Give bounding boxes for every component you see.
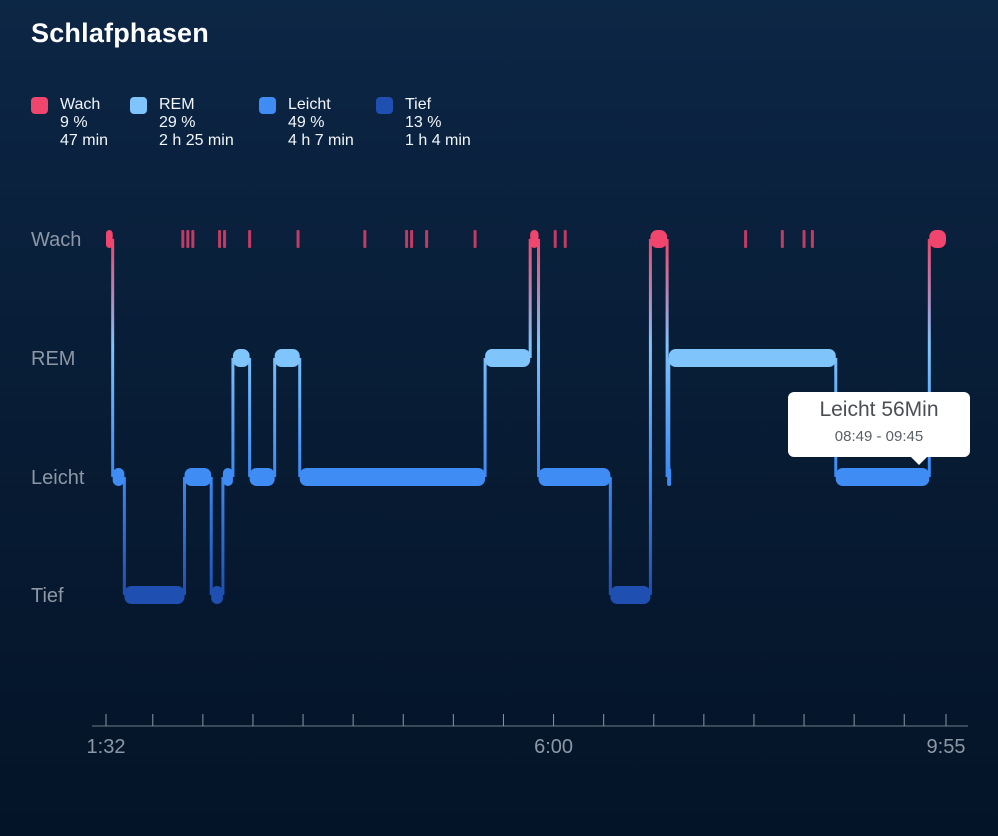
tooltip-time: 08:49 - 09:45	[834, 428, 924, 445]
wake-tick	[802, 230, 806, 248]
wake-tick	[248, 230, 252, 248]
stage-segment	[299, 468, 486, 486]
stage-transition	[667, 358, 671, 477]
wake-tick	[405, 230, 409, 248]
legend-percent: 13 %	[405, 114, 442, 131]
y-level-label: Leicht	[31, 467, 85, 489]
legend-percent: 29 %	[159, 114, 196, 131]
x-tick-label: 1:32	[87, 736, 126, 758]
wake-tick	[810, 230, 814, 248]
legend-duration: 1 h 4 min	[405, 132, 471, 149]
x-tick-label: 9:55	[927, 736, 966, 758]
wake-tick	[553, 230, 557, 248]
wake-tick	[410, 230, 414, 248]
stage-segment	[650, 230, 668, 248]
stage-transition	[665, 239, 669, 477]
stage-transition	[182, 477, 186, 595]
stage-segment	[211, 586, 223, 604]
stage-segment	[667, 468, 672, 486]
legend-swatch-leicht	[259, 97, 276, 114]
wake-tick	[223, 230, 227, 248]
wake-tick	[191, 230, 195, 248]
segment-tooltip: Leicht 56Min 08:49 - 09:45	[788, 392, 970, 465]
stage-transition	[298, 358, 302, 477]
wake-tick	[186, 230, 190, 248]
stage-transition	[231, 358, 235, 477]
stage-transition	[111, 239, 115, 477]
stage-segment	[929, 230, 946, 248]
stage-segment	[530, 230, 539, 248]
legend-duration: 2 h 25 min	[159, 132, 234, 149]
stage-segment	[232, 349, 250, 367]
stage-transition	[122, 477, 126, 595]
legend-percent: 49 %	[288, 114, 325, 131]
stage-transition	[528, 239, 532, 358]
legend-duration: 4 h 7 min	[288, 132, 354, 149]
legend-label: REM	[159, 96, 195, 113]
legend-percent: 9 %	[60, 114, 88, 131]
legend-swatch-rem	[130, 97, 147, 114]
stage-transition	[648, 239, 652, 595]
x-tick-label: 6:00	[534, 736, 573, 758]
legend-swatch-tief	[376, 97, 393, 114]
chart-title: Schlafphasen	[31, 18, 209, 48]
wake-tick	[473, 230, 477, 248]
y-level-label: Tief	[31, 585, 64, 607]
stage-transition	[248, 358, 252, 477]
stage-transition	[608, 477, 612, 595]
stage-segment	[835, 468, 930, 486]
stage-segment	[610, 586, 651, 604]
wake-tick	[425, 230, 429, 248]
legend-label: Leicht	[288, 96, 331, 113]
stage-transition	[209, 477, 213, 595]
wake-tick	[780, 230, 784, 248]
stage-segment	[538, 468, 611, 486]
legend-duration: 47 min	[60, 132, 109, 149]
wake-tick	[744, 230, 748, 248]
wake-tick	[563, 230, 567, 248]
y-level-label: Wach	[31, 229, 81, 251]
wake-tick	[218, 230, 222, 248]
stage-segment	[184, 468, 212, 486]
wake-tick	[363, 230, 367, 248]
stage-segment	[249, 468, 275, 486]
stage-transition	[221, 477, 225, 595]
stage-segment	[112, 468, 125, 486]
stage-transition	[537, 239, 541, 477]
legend-label: Wach	[60, 96, 101, 113]
y-level-label: REM	[31, 348, 75, 370]
stage-transition	[927, 239, 931, 477]
stage-transition	[273, 358, 277, 477]
stage-segment	[106, 230, 113, 248]
legend-label: Tief	[405, 96, 432, 113]
stage-segment	[274, 349, 300, 367]
stage-segment	[668, 349, 836, 367]
stage-transition	[483, 358, 487, 477]
legend-swatch-wach	[31, 97, 48, 114]
stage-segment	[124, 586, 185, 604]
tooltip-title: Leicht 56Min	[819, 398, 939, 421]
wake-tick	[296, 230, 300, 248]
wake-tick	[181, 230, 185, 248]
stage-segment	[485, 349, 531, 367]
stage-segment	[222, 468, 233, 486]
